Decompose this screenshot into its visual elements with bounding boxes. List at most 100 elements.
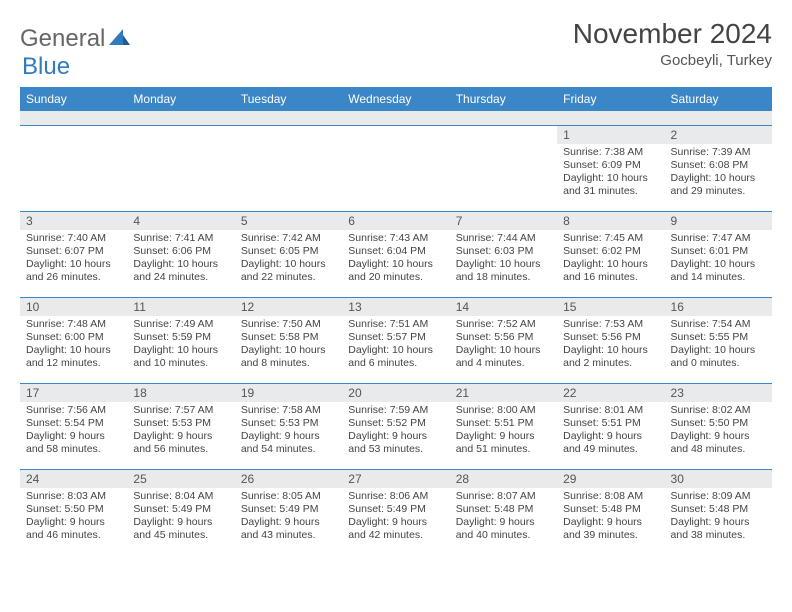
calendar-day-cell: 11Sunrise: 7:49 AMSunset: 5:59 PMDayligh… — [127, 297, 234, 383]
weekday-header: Sunday — [20, 87, 127, 111]
sunset-text: Sunset: 6:06 PM — [133, 245, 228, 258]
daylight-text: Daylight: 9 hours — [241, 516, 336, 529]
calendar-day-cell: 5Sunrise: 7:42 AMSunset: 6:05 PMDaylight… — [235, 211, 342, 297]
sunrise-text: Sunrise: 8:04 AM — [133, 490, 228, 503]
sunset-text: Sunset: 5:53 PM — [133, 417, 228, 430]
day-body: Sunrise: 7:58 AMSunset: 5:53 PMDaylight:… — [235, 402, 342, 461]
daylight-text: and 53 minutes. — [348, 443, 443, 456]
sunrise-text: Sunrise: 7:52 AM — [456, 318, 551, 331]
sunset-text: Sunset: 5:52 PM — [348, 417, 443, 430]
sunset-text: Sunset: 5:57 PM — [348, 331, 443, 344]
calendar-day-cell: 17Sunrise: 7:56 AMSunset: 5:54 PMDayligh… — [20, 383, 127, 469]
calendar-day-cell — [127, 125, 234, 211]
calendar-day-cell: 21Sunrise: 8:00 AMSunset: 5:51 PMDayligh… — [450, 383, 557, 469]
calendar-day-cell: 2Sunrise: 7:39 AMSunset: 6:08 PMDaylight… — [665, 125, 772, 211]
logo-word1: General — [20, 25, 105, 53]
calendar-day-cell: 22Sunrise: 8:01 AMSunset: 5:51 PMDayligh… — [557, 383, 664, 469]
spacer-row — [20, 111, 772, 125]
calendar-day-cell: 13Sunrise: 7:51 AMSunset: 5:57 PMDayligh… — [342, 297, 449, 383]
calendar-day-cell: 18 Sunrise: 7:57 AMSunset: 5:53 PMDayligh… — [127, 383, 234, 469]
daylight-text: Daylight: 10 hours — [348, 344, 443, 357]
day-number: 19 — [235, 384, 342, 402]
calendar-day-cell: 3Sunrise: 7:40 AMSunset: 6:07 PMDaylight… — [20, 211, 127, 297]
daylight-text: and 8 minutes. — [241, 357, 336, 370]
sunset-text: Sunset: 5:55 PM — [671, 331, 766, 344]
calendar-head: SundayMondayTuesdayWednesdayThursdayFrid… — [20, 87, 772, 111]
sunrise-text: Sunrise: 7:56 AM — [26, 404, 121, 417]
sunset-text: Sunset: 5:49 PM — [241, 503, 336, 516]
daylight-text: Daylight: 9 hours — [456, 430, 551, 443]
calendar-day-cell — [342, 125, 449, 211]
daylight-text: Daylight: 9 hours — [133, 430, 228, 443]
day-body: Sunrise: 7:39 AMSunset: 6:08 PMDaylight:… — [665, 144, 772, 203]
calendar-table: SundayMondayTuesdayWednesdayThursdayFrid… — [20, 87, 772, 555]
title-month: November 2024 — [573, 18, 772, 50]
daylight-text: Daylight: 9 hours — [26, 430, 121, 443]
day-body: Sunrise: 7:41 AMSunset: 6:06 PMDaylight:… — [127, 230, 234, 289]
daylight-text: Daylight: 9 hours — [456, 516, 551, 529]
calendar-day-cell: 27Sunrise: 8:06 AMSunset: 5:49 PMDayligh… — [342, 469, 449, 555]
sunset-text: Sunset: 5:48 PM — [671, 503, 766, 516]
sunset-text: Sunset: 5:50 PM — [26, 503, 121, 516]
sunrise-text: Sunrise: 7:38 AM — [563, 146, 658, 159]
day-body: Sunrise: 7:40 AMSunset: 6:07 PMDaylight:… — [20, 230, 127, 289]
sunrise-text: Sunrise: 7:39 AM — [671, 146, 766, 159]
day-body: Sunrise: 7:52 AMSunset: 5:56 PMDaylight:… — [450, 316, 557, 375]
sunrise-text: Sunrise: 7:57 AM — [133, 404, 228, 417]
day-number: 5 — [235, 212, 342, 230]
daylight-text: Daylight: 10 hours — [241, 258, 336, 271]
day-number: 7 — [450, 212, 557, 230]
day-number: 18 — [127, 384, 234, 402]
day-number: 23 — [665, 384, 772, 402]
daylight-text: Daylight: 9 hours — [348, 516, 443, 529]
daylight-text: Daylight: 10 hours — [26, 258, 121, 271]
daylight-text: Daylight: 9 hours — [671, 516, 766, 529]
day-number: 1 — [557, 126, 664, 144]
sunrise-text: Sunrise: 8:08 AM — [563, 490, 658, 503]
day-body: Sunrise: 8:01 AMSunset: 5:51 PMDaylight:… — [557, 402, 664, 461]
daylight-text: and 48 minutes. — [671, 443, 766, 456]
daylight-text: Daylight: 10 hours — [456, 258, 551, 271]
daylight-text: Daylight: 10 hours — [26, 344, 121, 357]
calendar-day-cell — [20, 125, 127, 211]
day-body: Sunrise: 7:49 AMSunset: 5:59 PMDaylight:… — [127, 316, 234, 375]
sunrise-text: Sunrise: 7:42 AM — [241, 232, 336, 245]
daylight-text: and 56 minutes. — [133, 443, 228, 456]
daylight-text: and 58 minutes. — [26, 443, 121, 456]
calendar-day-cell: 12Sunrise: 7:50 AMSunset: 5:58 PMDayligh… — [235, 297, 342, 383]
day-body: Sunrise: 7:48 AMSunset: 6:00 PMDaylight:… — [20, 316, 127, 375]
calendar-day-cell: 19Sunrise: 7:58 AMSunset: 5:53 PMDayligh… — [235, 383, 342, 469]
day-number: 11 — [127, 298, 234, 316]
weekday-header: Tuesday — [235, 87, 342, 111]
day-number: 16 — [665, 298, 772, 316]
sunrise-text: Sunrise: 7:54 AM — [671, 318, 766, 331]
weekday-header: Friday — [557, 87, 664, 111]
sunset-text: Sunset: 5:49 PM — [348, 503, 443, 516]
sunset-text: Sunset: 6:09 PM — [563, 159, 658, 172]
sunrise-text: Sunrise: 7:50 AM — [241, 318, 336, 331]
sunrise-text: Sunrise: 8:02 AM — [671, 404, 766, 417]
day-body: Sunrise: 7:59 AMSunset: 5:52 PMDaylight:… — [342, 402, 449, 461]
day-body: Sunrise: 7:54 AMSunset: 5:55 PMDaylight:… — [665, 316, 772, 375]
daylight-text: and 38 minutes. — [671, 529, 766, 542]
daylight-text: Daylight: 10 hours — [133, 258, 228, 271]
sunrise-text: Sunrise: 8:01 AM — [563, 404, 658, 417]
day-number: 26 — [235, 470, 342, 488]
calendar-day-cell: 1Sunrise: 7:38 AMSunset: 6:09 PMDaylight… — [557, 125, 664, 211]
daylight-text: and 39 minutes. — [563, 529, 658, 542]
calendar-day-cell: 20Sunrise: 7:59 AMSunset: 5:52 PMDayligh… — [342, 383, 449, 469]
daylight-text: Daylight: 10 hours — [241, 344, 336, 357]
sunrise-text: Sunrise: 7:40 AM — [26, 232, 121, 245]
day-number: 14 — [450, 298, 557, 316]
day-body: Sunrise: 7:56 AMSunset: 5:54 PMDaylight:… — [20, 402, 127, 461]
calendar-day-cell: 4Sunrise: 7:41 AMSunset: 6:06 PMDaylight… — [127, 211, 234, 297]
sunset-text: Sunset: 5:51 PM — [456, 417, 551, 430]
calendar-day-cell: 6Sunrise: 7:43 AMSunset: 6:04 PMDaylight… — [342, 211, 449, 297]
sunrise-text: Sunrise: 7:48 AM — [26, 318, 121, 331]
daylight-text: Daylight: 10 hours — [671, 258, 766, 271]
calendar-day-cell: 14Sunrise: 7:52 AMSunset: 5:56 PMDayligh… — [450, 297, 557, 383]
day-number: 21 — [450, 384, 557, 402]
day-body: Sunrise: 8:09 AMSunset: 5:48 PMDaylight:… — [665, 488, 772, 547]
day-body: Sunrise: 8:07 AMSunset: 5:48 PMDaylight:… — [450, 488, 557, 547]
daylight-text: and 54 minutes. — [241, 443, 336, 456]
